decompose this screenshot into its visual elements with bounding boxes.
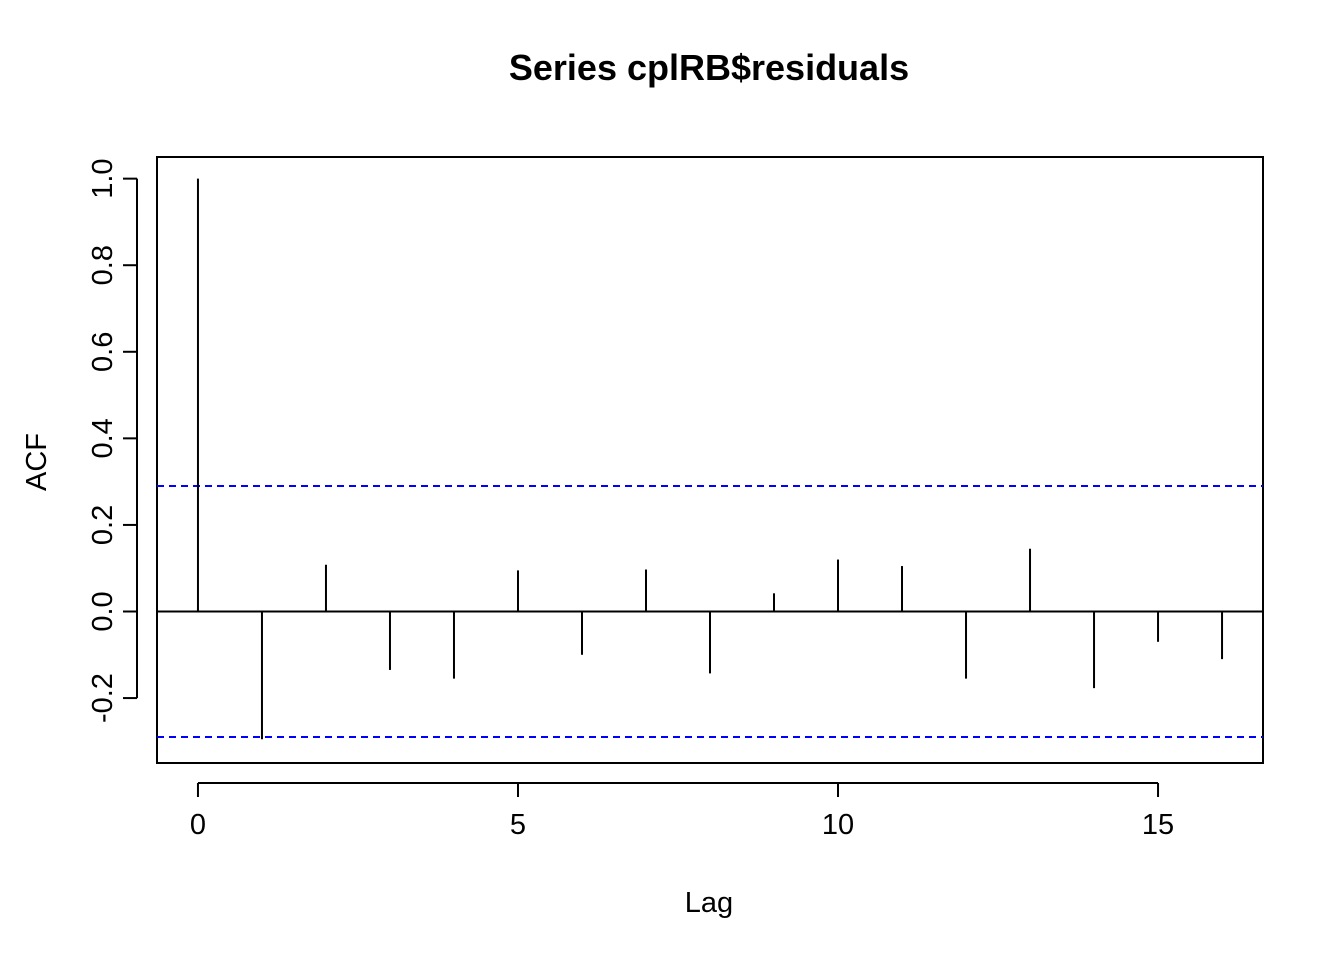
confidence-bounds [157, 484, 1263, 739]
x-axis: 0 5 10 15 [190, 782, 1174, 841]
acf-spikes [196, 178, 1224, 740]
y-tick-label: 0.2 [87, 505, 119, 545]
x-tick-label: 15 [1142, 809, 1174, 841]
y-tick-label: 1.0 [87, 158, 119, 198]
y-tick-label: 0.0 [87, 591, 119, 631]
y-tick-label: 0.8 [87, 245, 119, 285]
plot-frame [156, 156, 1264, 764]
y-tick-label: 0.6 [87, 332, 119, 372]
x-tick-label: 5 [510, 809, 526, 841]
y-tick-label: -0.2 [87, 673, 119, 723]
chart-title: Series cplRB$residuals [509, 47, 909, 88]
y-tick-label: 0.4 [87, 418, 119, 458]
x-tick-label: 10 [822, 809, 854, 841]
x-tick-label: 0 [190, 809, 206, 841]
x-axis-label: Lag [685, 887, 733, 919]
y-axis-label: ACF [21, 433, 53, 491]
y-axis: -0.2 0.0 0.2 0.4 0.6 0.8 1.0 [87, 158, 138, 723]
